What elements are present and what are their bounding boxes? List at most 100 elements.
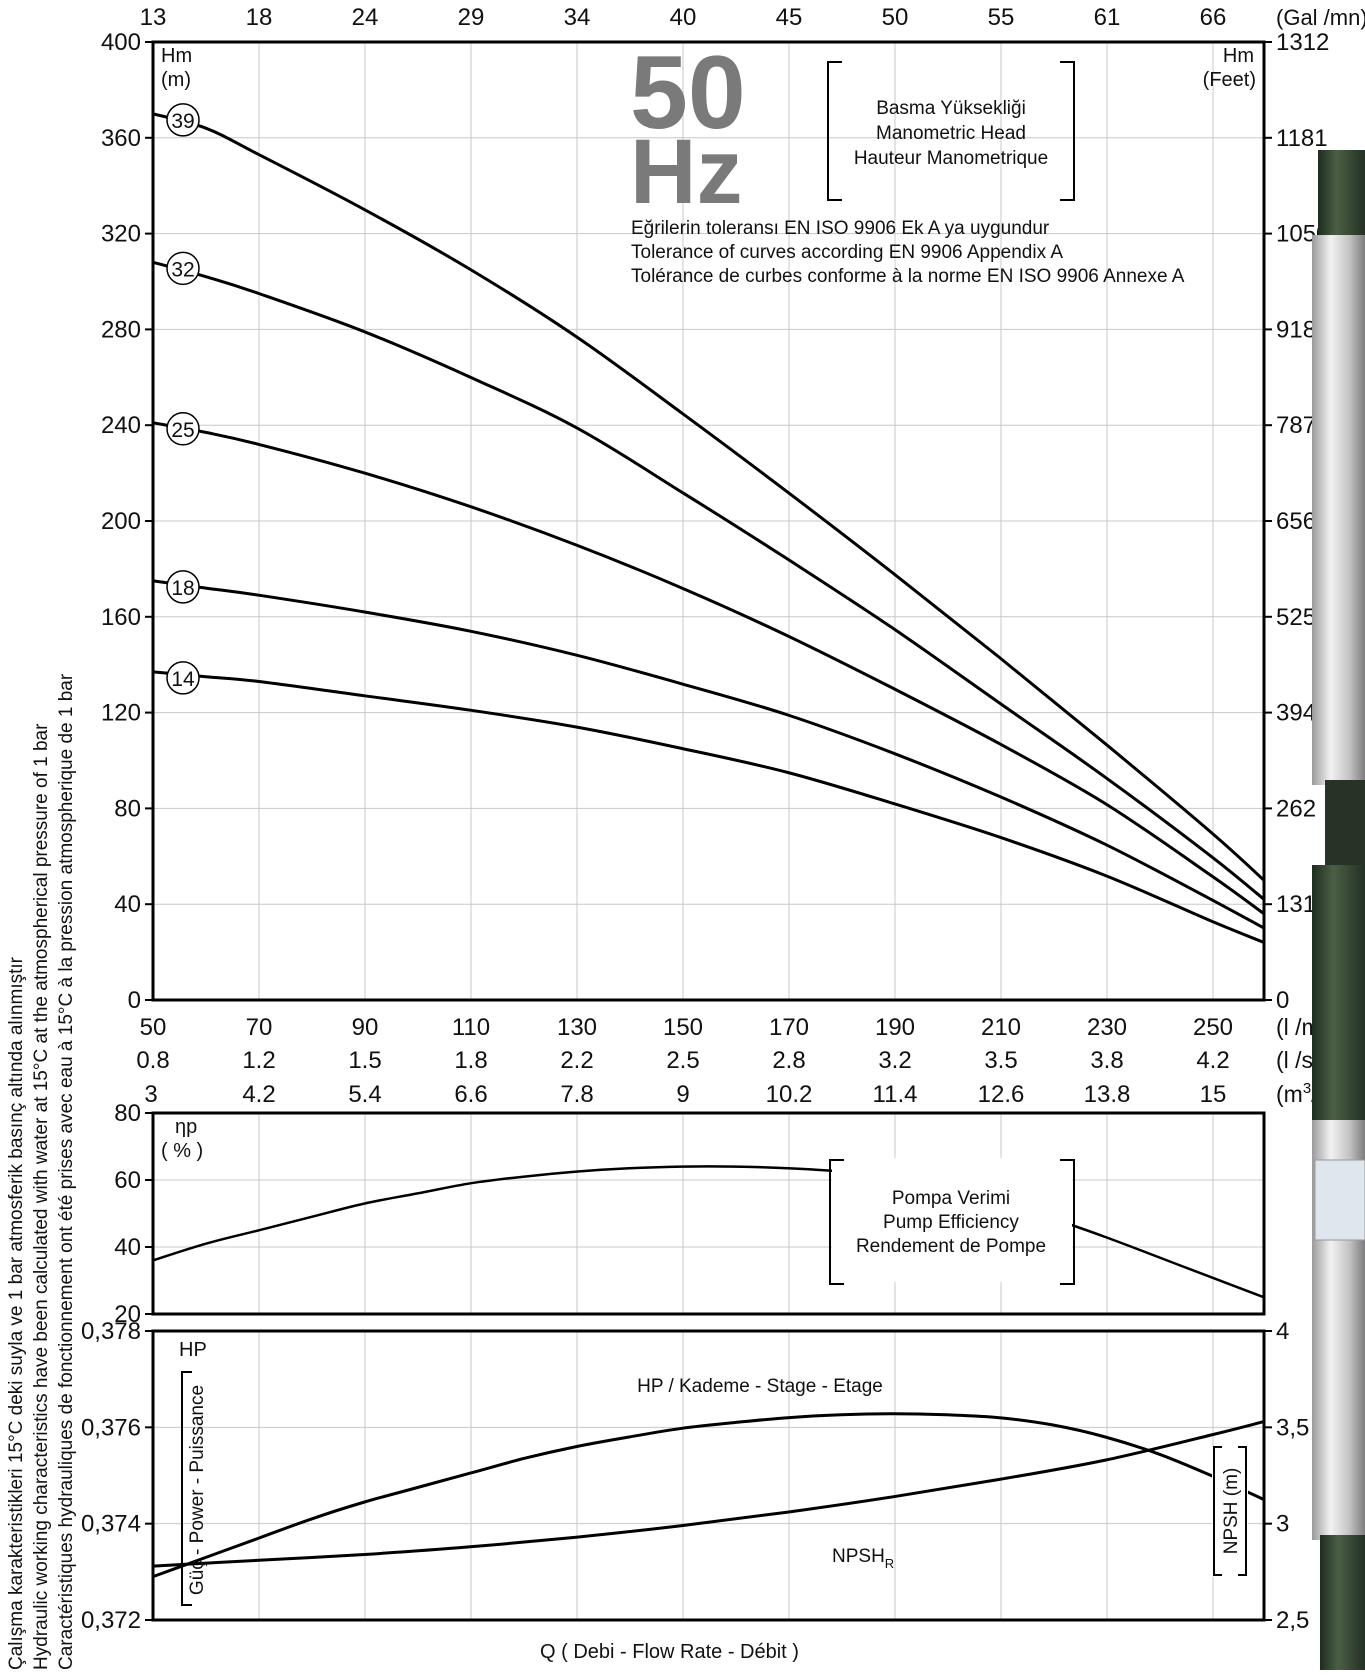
x-tick-m3h: 13.8 [1084, 1081, 1131, 1108]
eff-title-line: Pompa Verimi [892, 1188, 1010, 1209]
y-tick-label-right: 525 [1276, 604, 1316, 631]
eff-plot-frame [151, 1111, 1266, 1316]
frequency-unit: Hz [630, 121, 742, 223]
head-curve-18 [152, 579, 1265, 930]
head-title-bracket-left [827, 61, 842, 201]
x-tick-lmin: 250 [1193, 1014, 1233, 1041]
hp-curve-label: HP / Kademe - Stage - Etage [637, 1376, 883, 1397]
x-tick-ls: 1.5 [348, 1047, 381, 1074]
y-axis-label-right: Hm [1223, 45, 1254, 67]
eff-y-tick-label: 60 [114, 1167, 141, 1194]
x-tick-gal: 61 [1094, 4, 1121, 31]
x-tick-ls: 3.2 [878, 1047, 911, 1074]
y-tick-label: 280 [101, 316, 141, 343]
pump-cable-guard [1325, 780, 1365, 870]
npsh-y-label: NPSH (m) [1221, 1468, 1242, 1555]
curve-label-39: 39 [171, 110, 194, 133]
pw-y-tick-label: 0,374 [81, 1511, 141, 1538]
x-tick-gal: 55 [988, 4, 1015, 31]
pump-photo [1312, 150, 1365, 1670]
npsh-y-tick-label: 4 [1276, 1318, 1289, 1345]
x-tick-m3h: 5.4 [348, 1081, 381, 1108]
x-tick-gal: 66 [1200, 4, 1227, 31]
curve-label-18: 18 [171, 577, 194, 600]
x-tick-lmin: 130 [557, 1014, 597, 1041]
x-tick-m3h: 11.4 [873, 1081, 918, 1108]
eff-title-bg [832, 1158, 1072, 1282]
y-tick-label: 240 [101, 412, 141, 439]
x-tick-ls: 0.8 [136, 1047, 169, 1074]
pump-top-cap [1318, 150, 1365, 240]
curve-label-circle [166, 251, 200, 286]
x-tick-lmin: 190 [875, 1014, 915, 1041]
eff-title-line: Rendement de Pompe [856, 1236, 1046, 1257]
x-tick-lmin: 230 [1087, 1014, 1127, 1041]
x-tick-lmin: 210 [981, 1014, 1021, 1041]
npsh-label-bg [1212, 1447, 1248, 1577]
x-tick-m3h: 12.6 [978, 1081, 1025, 1108]
x-tick-m3h: 7.8 [560, 1081, 593, 1108]
eff-y-tick-label: 40 [114, 1234, 141, 1261]
eff-title-bracket-left [829, 1159, 844, 1285]
head-curve-32 [152, 260, 1265, 901]
head-title-line: Hauteur Manometrique [854, 148, 1048, 169]
x-tick-gal: 24 [352, 4, 379, 31]
head-curve-39 [152, 112, 1266, 882]
x-tick-ls: 2.5 [666, 1047, 699, 1074]
x-tick-gal: 29 [458, 4, 485, 31]
y-axis-unit-right: (Feet) [1203, 69, 1256, 91]
npsh-y-tick-label: 2,5 [1276, 1607, 1309, 1634]
curve-label-circle [166, 661, 200, 695]
x-tick-lmin: 50 [140, 1014, 167, 1041]
head-title-line: Basma Yüksekliği [876, 98, 1026, 119]
side-note: Caractéristiques hydrauliques de fonctio… [56, 673, 77, 1670]
x-tick-m3h: 9 [676, 1081, 689, 1108]
y-axis-label: Hm [161, 45, 192, 67]
y-tick-label-right: 918 [1276, 316, 1316, 343]
tolerance-note: Tolérance de curbes conforme à la norme … [631, 266, 1185, 287]
npsh-y-tick-label: 3,5 [1276, 1414, 1309, 1441]
y-tick-label-right: 1312 [1276, 29, 1329, 56]
curve-label-32: 32 [171, 258, 194, 281]
curve-label-circle [166, 103, 200, 137]
x-tick-ls: 2.8 [772, 1047, 805, 1074]
head-title-line: Manometric Head [876, 123, 1026, 144]
x-axis-caption: Q ( Debi - Flow Rate - Débit ) [540, 1641, 799, 1663]
eff-y-unit: ( % ) [161, 1140, 203, 1162]
hp-curve [152, 1412, 1265, 1579]
tolerance-note: Tolerance of curves according EN 9906 Ap… [631, 242, 1063, 263]
pw-y-unit: HP [179, 1339, 207, 1361]
x-tick-gal: 45 [776, 4, 803, 31]
x-tick-gal: 13 [140, 4, 167, 31]
eff-title-bracket-right [1060, 1159, 1075, 1285]
curve-label-circle [166, 412, 200, 446]
pw-plot-frame [151, 1329, 1266, 1622]
x-tick-m3h: 3 [144, 1081, 157, 1108]
x-tick-lmin: 150 [663, 1014, 703, 1041]
x-tick-m3h: 6.6 [454, 1081, 487, 1108]
npsh-curve [152, 1420, 1265, 1568]
npsh-y-tick-label: 3 [1276, 1511, 1289, 1538]
y-tick-label-right: 656 [1276, 508, 1316, 535]
y-tick-label-right: 0 [1276, 987, 1289, 1014]
pump-middle-body [1312, 865, 1365, 1125]
y-axis-unit: (m) [161, 69, 191, 91]
x-tick-gal: 18 [246, 4, 273, 31]
y-tick-label: 40 [114, 891, 141, 918]
pw-y-tick-label: 0,372 [81, 1607, 141, 1634]
x-tick-lmin: 110 [452, 1014, 490, 1041]
x-tick-lmin: 170 [769, 1014, 809, 1041]
pw-y-tick-label: 0,376 [81, 1414, 141, 1441]
eff-title-line: Pump Efficiency [883, 1212, 1019, 1233]
head-title-bracket-right [1060, 61, 1075, 201]
pw-ylabel-bracket [181, 1371, 192, 1606]
y-tick-label: 80 [114, 795, 141, 822]
head-curve-14 [152, 670, 1265, 944]
y-tick-label-right: 131 [1276, 891, 1316, 918]
x-tick-ls: 3.5 [984, 1047, 1017, 1074]
npsh-ylabel-bracket [1213, 1446, 1247, 1576]
head-plot-frame [151, 40, 1266, 1002]
x-tick-gal: 40 [670, 4, 697, 31]
